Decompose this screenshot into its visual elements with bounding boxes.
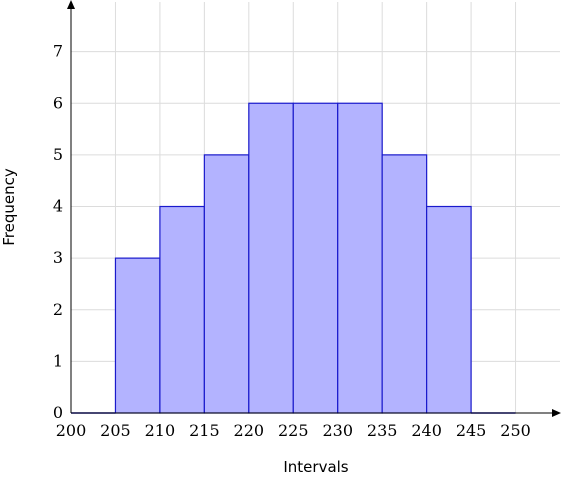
y-tick-label: 7 [53, 42, 63, 61]
y-tick-label: 1 [53, 351, 63, 370]
y-axis-label: Frequency [0, 168, 18, 246]
y-tick-label: 0 [53, 403, 63, 422]
histogram-bar [292, 102, 339, 414]
y-tick-labels: 0 1 2 3 4 5 6 7 [53, 42, 63, 422]
y-tick-label: 4 [53, 197, 63, 216]
x-tick-label: 200 [56, 421, 87, 440]
x-tick-label: 225 [278, 421, 309, 440]
y-tick-label: 6 [53, 93, 63, 112]
histogram-bar [203, 154, 250, 414]
x-tick-label: 205 [100, 421, 131, 440]
x-tick-label: 250 [500, 421, 531, 440]
x-tick-label: 210 [145, 421, 176, 440]
x-tick-label: 230 [322, 421, 353, 440]
y-tick-label: 2 [53, 300, 63, 319]
x-tick-label: 240 [411, 421, 442, 440]
axes [67, 0, 561, 417]
histogram-bars [71, 102, 516, 414]
histogram-bar [381, 154, 428, 414]
y-tick-label: 5 [53, 145, 63, 164]
x-axis-label: Intervals [283, 458, 348, 475]
histogram-bar [114, 257, 161, 414]
x-tick-label: 245 [456, 421, 487, 440]
histogram-bar [337, 102, 383, 414]
y-tick-label: 3 [53, 248, 63, 267]
histogram-bar [248, 102, 294, 414]
x-tick-label: 235 [367, 421, 398, 440]
histogram-bar [159, 205, 205, 414]
x-tick-label: 215 [189, 421, 220, 440]
histogram-bar [426, 205, 472, 414]
x-tick-label: 220 [234, 421, 265, 440]
x-tick-labels: 200 205 210 215 220 225 230 235 240 245 250 [56, 421, 531, 440]
